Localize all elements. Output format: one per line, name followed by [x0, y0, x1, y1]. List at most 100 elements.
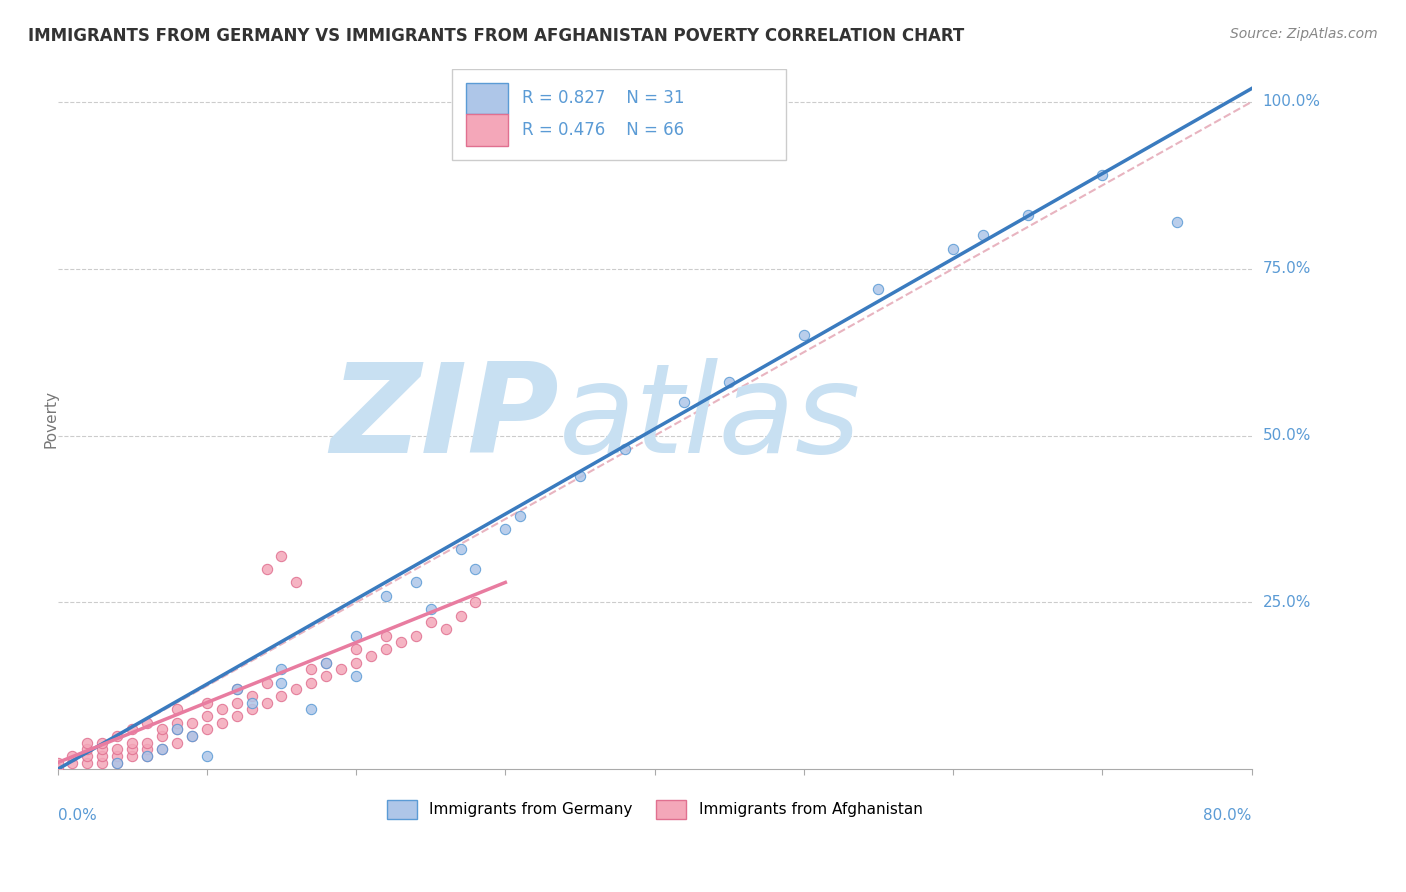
Text: 75.0%: 75.0% [1263, 261, 1310, 277]
Point [315, 656, 337, 670]
Y-axis label: Poverty: Poverty [44, 390, 58, 448]
Point [166, 723, 188, 737]
Point [105, 756, 128, 770]
Text: 50.0%: 50.0% [1263, 428, 1310, 443]
Point [270, 662, 292, 676]
Point [285, 682, 308, 697]
Point [136, 742, 159, 756]
Point [150, 742, 173, 756]
Point [299, 662, 322, 676]
Point [568, 468, 591, 483]
FancyBboxPatch shape [451, 69, 786, 160]
Point [240, 702, 263, 716]
Point [225, 682, 247, 697]
Text: R = 0.476    N = 66: R = 0.476 N = 66 [522, 120, 685, 139]
Point [76, 748, 98, 763]
Point [121, 748, 143, 763]
Point [419, 602, 441, 616]
Point [240, 689, 263, 703]
Point [62, 756, 84, 770]
Point [105, 729, 128, 743]
Point [180, 729, 202, 743]
Point [389, 635, 412, 649]
Point [450, 608, 472, 623]
Point [225, 696, 247, 710]
Point [91, 736, 114, 750]
Bar [465, 114, 508, 145]
Point [136, 748, 159, 763]
Point [972, 228, 994, 243]
Point [105, 748, 128, 763]
Text: atlas: atlas [560, 359, 862, 479]
Point [225, 682, 247, 697]
Point [464, 595, 486, 609]
Point [1017, 208, 1039, 222]
Point [450, 542, 472, 557]
Point [76, 742, 98, 756]
Point [434, 622, 457, 636]
Point [718, 375, 741, 389]
Point [105, 742, 128, 756]
Point [166, 702, 188, 716]
Point [509, 508, 531, 523]
Point [136, 748, 159, 763]
Point [868, 282, 890, 296]
Point [180, 729, 202, 743]
Point [285, 575, 308, 590]
Point [315, 656, 337, 670]
Point [121, 736, 143, 750]
Legend: Immigrants from Germany, Immigrants from Afghanistan: Immigrants from Germany, Immigrants from… [381, 794, 928, 825]
Point [150, 729, 173, 743]
Point [942, 242, 965, 256]
Point [405, 629, 427, 643]
Point [91, 742, 114, 756]
Point [464, 562, 486, 576]
Point [91, 748, 114, 763]
Point [270, 675, 292, 690]
Point [240, 696, 263, 710]
Point [1166, 215, 1188, 229]
Point [330, 662, 353, 676]
Point [150, 723, 173, 737]
Text: 0.0%: 0.0% [58, 808, 97, 822]
Point [299, 702, 322, 716]
Point [180, 715, 202, 730]
Text: 80.0%: 80.0% [1204, 808, 1251, 822]
Point [166, 723, 188, 737]
Point [299, 675, 322, 690]
Point [76, 756, 98, 770]
Point [195, 748, 218, 763]
Point [46, 756, 69, 770]
Point [136, 736, 159, 750]
Point [62, 748, 84, 763]
Point [270, 689, 292, 703]
Point [91, 756, 114, 770]
Point [374, 642, 396, 657]
Text: Source: ZipAtlas.com: Source: ZipAtlas.com [1230, 27, 1378, 41]
Point [150, 742, 173, 756]
Point [344, 642, 367, 657]
Point [136, 715, 159, 730]
Point [256, 675, 278, 690]
Text: R = 0.827    N = 31: R = 0.827 N = 31 [522, 89, 685, 107]
Text: 25.0%: 25.0% [1263, 595, 1310, 610]
Point [195, 696, 218, 710]
Point [225, 709, 247, 723]
Point [46, 762, 69, 776]
Point [121, 723, 143, 737]
Point [315, 669, 337, 683]
Point [344, 669, 367, 683]
Point [419, 615, 441, 630]
Point [360, 648, 382, 663]
Point [793, 328, 815, 343]
Point [613, 442, 636, 456]
Text: 100.0%: 100.0% [1263, 95, 1320, 110]
Point [211, 715, 233, 730]
Point [374, 629, 396, 643]
Text: IMMIGRANTS FROM GERMANY VS IMMIGRANTS FROM AFGHANISTAN POVERTY CORRELATION CHART: IMMIGRANTS FROM GERMANY VS IMMIGRANTS FR… [28, 27, 965, 45]
Bar [465, 83, 508, 114]
Point [374, 589, 396, 603]
Point [270, 549, 292, 563]
Point [344, 629, 367, 643]
Point [344, 656, 367, 670]
